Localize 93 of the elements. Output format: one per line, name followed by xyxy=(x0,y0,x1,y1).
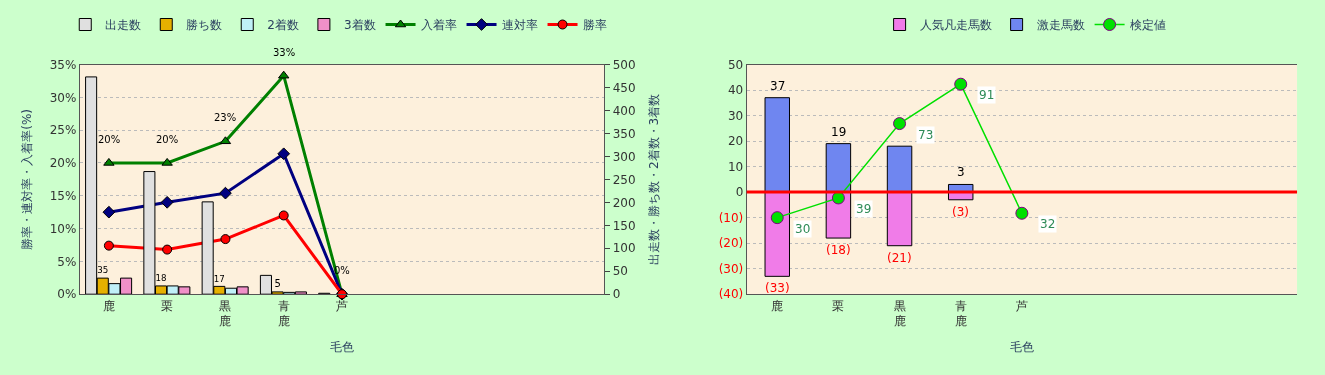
bar xyxy=(764,97,790,193)
x-tick-label: 栗 xyxy=(832,298,845,313)
legend-label: 3着数 xyxy=(343,18,376,33)
y2-tick-label: 250 xyxy=(612,172,636,187)
data-label: 37 xyxy=(770,79,786,93)
data-label: (33) xyxy=(765,281,790,295)
point xyxy=(219,186,232,200)
point xyxy=(893,117,907,131)
y2-tick-label: 50 xyxy=(612,264,628,279)
y-tick-label: 30% xyxy=(49,90,77,105)
legend-label: 2着数 xyxy=(267,18,299,33)
y-tick-label: 10% xyxy=(49,221,77,236)
data-label: 39 xyxy=(856,202,872,216)
x-tick-label: 栗 xyxy=(161,298,174,313)
y-axis-title: 勝率・連対率・入着率(%) xyxy=(19,108,34,250)
y2-axis-title: 出走数・勝ち数・2着数・3着数 xyxy=(647,93,662,265)
point xyxy=(103,157,115,166)
y-tick-label: 35% xyxy=(49,57,77,72)
y-tick-label: (10) xyxy=(718,210,744,225)
data-label: 5 xyxy=(274,277,281,289)
point xyxy=(277,147,291,161)
y2-tick-label: 500 xyxy=(612,57,636,72)
x-tick-label: 鹿 xyxy=(771,298,784,313)
data-label: 35 xyxy=(97,265,109,276)
data-label: 32 xyxy=(1040,217,1056,231)
y2-tick-label: 400 xyxy=(612,103,636,118)
data-label: 20% xyxy=(156,134,179,145)
bar xyxy=(886,191,913,247)
data-label: (18) xyxy=(826,243,851,257)
y-tick-label: (30) xyxy=(718,261,744,276)
bar xyxy=(886,145,913,193)
legend-label: 検定値 xyxy=(1129,18,1166,33)
y-tick-label: 20% xyxy=(49,156,77,171)
x-tick-label: 芦 xyxy=(1015,298,1028,313)
y-tick-label: 0 xyxy=(735,185,744,200)
y-tick-label: (40) xyxy=(718,287,744,302)
data-label: (3) xyxy=(952,205,969,219)
bar xyxy=(764,191,790,277)
point xyxy=(954,77,968,91)
point xyxy=(103,240,114,251)
y-tick-label: 30 xyxy=(727,108,744,123)
x-tick-label: 黒鹿 xyxy=(219,298,232,329)
data-label: 20% xyxy=(98,134,121,145)
y2-tick-label: 150 xyxy=(612,218,636,233)
legend-label: 人気凡走馬数 xyxy=(919,18,992,33)
point xyxy=(278,210,289,221)
legend-label: 出走数 xyxy=(105,18,142,33)
data-label: 73 xyxy=(918,128,934,142)
point xyxy=(1015,206,1029,220)
y2-tick-label: 350 xyxy=(612,126,636,141)
legend-label: 勝ち数 xyxy=(186,18,223,33)
data-label: (21) xyxy=(887,251,912,265)
y-tick-label: 15% xyxy=(49,188,77,203)
x-axis-title: 毛色 xyxy=(329,340,354,355)
point xyxy=(278,70,290,79)
x-axis-title: 毛色 xyxy=(1009,340,1034,355)
data-label: 18 xyxy=(155,273,167,284)
data-label: 30 xyxy=(795,222,811,236)
data-label: 23% xyxy=(214,112,237,123)
data-label: 19 xyxy=(831,125,847,139)
data-label: 17 xyxy=(213,273,225,284)
y2-tick-label: 200 xyxy=(612,195,636,210)
data-label: 3 xyxy=(957,165,965,179)
x-tick-label: 黒鹿 xyxy=(893,298,906,329)
point xyxy=(161,157,173,166)
y-tick-label: 5% xyxy=(57,254,77,269)
legend-label: 激走馬数 xyxy=(1036,18,1085,33)
point xyxy=(160,195,174,209)
point xyxy=(102,205,116,219)
x-tick-label: 鹿 xyxy=(102,298,115,313)
legend-label: 入着率 xyxy=(420,18,457,33)
x-tick-label: 青鹿 xyxy=(954,298,967,329)
y2-tick-label: 450 xyxy=(612,80,636,95)
y2-tick-label: 100 xyxy=(612,241,636,256)
y2-tick-label: 300 xyxy=(612,149,636,164)
y-tick-label: 25% xyxy=(49,123,77,138)
y-tick-label: (20) xyxy=(718,236,744,251)
y-tick-label: 50 xyxy=(727,57,744,72)
legend-label: 勝率 xyxy=(582,18,607,33)
point xyxy=(162,244,173,255)
x-tick-label: 芦 xyxy=(335,298,348,313)
data-label: 33% xyxy=(273,47,296,58)
point xyxy=(770,211,784,225)
legend-label: 連対率 xyxy=(501,18,538,33)
y-tick-label: 10 xyxy=(727,159,744,174)
y-tick-label: 40 xyxy=(727,83,744,98)
y2-tick-label: 0 xyxy=(612,287,621,302)
y-tick-label: 20 xyxy=(727,134,744,149)
bar xyxy=(825,143,852,193)
x-tick-label: 青鹿 xyxy=(277,298,290,329)
data-label: 91 xyxy=(979,88,995,102)
y-tick-label: 0% xyxy=(57,287,77,302)
point xyxy=(220,234,231,245)
